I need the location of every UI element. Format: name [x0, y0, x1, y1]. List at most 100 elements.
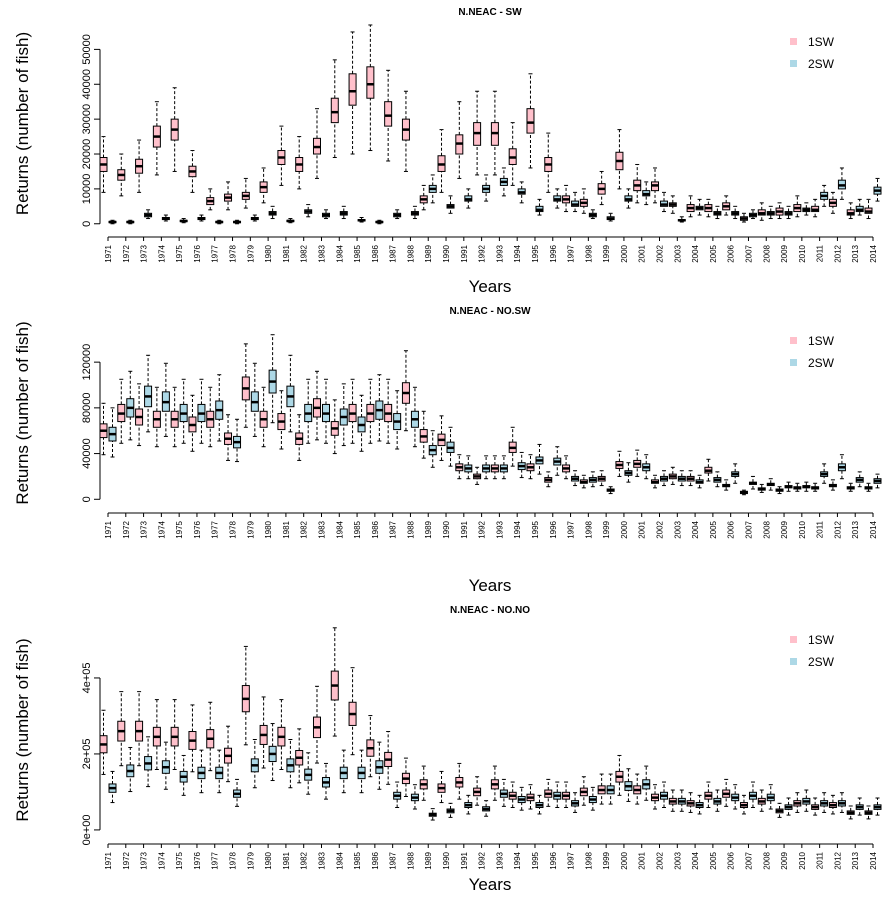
x-tick-label: 1992 — [478, 244, 487, 262]
x-tick-label: 2002 — [656, 520, 665, 538]
x-tick-label: 1979 — [246, 520, 255, 538]
x-tick-label: 2009 — [780, 851, 789, 869]
legend-label: 1SW — [808, 633, 835, 647]
chart-title: N.NEAC - NO.NO — [450, 605, 530, 616]
legend-label: 1SW — [808, 35, 835, 49]
x-tick-label: 1990 — [442, 851, 451, 869]
x-tick-label: 2003 — [673, 244, 682, 262]
x-tick-label: 2001 — [638, 851, 647, 869]
x-tick-label: 2006 — [727, 851, 736, 869]
legend-swatch — [790, 658, 797, 665]
x-tick-label: 1987 — [389, 520, 398, 538]
x-tick-label: 1998 — [584, 244, 593, 262]
x-tick-label: 1991 — [460, 520, 469, 538]
x-tick-label: 1980 — [264, 244, 273, 262]
legend-label: 2SW — [808, 356, 835, 370]
x-tick-label: 1993 — [495, 520, 504, 538]
x-tick-label: 1996 — [549, 244, 558, 262]
x-tick-label: 1972 — [122, 851, 131, 869]
x-tick-label: 2003 — [673, 520, 682, 538]
x-tick-label: 1978 — [229, 851, 238, 869]
x-tick-label: 1985 — [353, 520, 362, 538]
x-tick-label: 1991 — [460, 851, 469, 869]
x-tick-label: 1974 — [157, 851, 166, 869]
y-tick-label: 0e+00 — [81, 814, 93, 845]
x-tick-label: 1982 — [300, 244, 309, 262]
x-tick-label: 1981 — [282, 520, 291, 538]
x-tick-label: 2014 — [869, 244, 878, 262]
x-tick-label: 1971 — [104, 244, 113, 262]
panel: N.NEAC - NO.SW Returns (number of fish) Ye… — [13, 306, 882, 595]
x-tick-label: 2001 — [638, 244, 647, 262]
x-tick-label: 1975 — [175, 851, 184, 869]
x-tick-label: 2009 — [780, 244, 789, 262]
x-tick-label: 1997 — [567, 851, 576, 869]
x-tick-label: 1973 — [140, 520, 149, 538]
x-tick-label: 1975 — [175, 244, 184, 262]
x-tick-label: 2002 — [656, 244, 665, 262]
y-axis-label: Returns (number of fish) — [13, 321, 32, 504]
x-tick-label: 1980 — [264, 520, 273, 538]
x-tick-label: 1996 — [549, 851, 558, 869]
x-tick-label: 1984 — [335, 851, 344, 869]
x-tick-label: 1982 — [300, 520, 309, 538]
x-tick-label: 1988 — [406, 520, 415, 538]
x-tick-label: 1987 — [389, 244, 398, 262]
x-tick-label: 2008 — [762, 244, 771, 262]
x-tick-label: 2007 — [744, 851, 753, 869]
x-tick-label: 1983 — [317, 244, 326, 262]
x-tick-label: 1972 — [122, 520, 131, 538]
x-tick-label: 1977 — [211, 851, 220, 869]
x-tick-label: 1983 — [317, 520, 326, 538]
x-tick-label: 1979 — [246, 851, 255, 869]
legend-label: 2SW — [808, 57, 835, 71]
x-tick-label: 2005 — [709, 244, 718, 262]
x-axis-label: Years — [469, 875, 512, 894]
x-tick-label: 1989 — [424, 244, 433, 262]
x-tick-label: 2014 — [869, 520, 878, 538]
x-tick-label: 1980 — [264, 851, 273, 869]
legend-label: 1SW — [808, 334, 835, 348]
x-tick-label: 1999 — [602, 851, 611, 869]
x-tick-label: 1974 — [157, 520, 166, 538]
x-tick-label: 2007 — [744, 520, 753, 538]
x-tick-label: 1984 — [335, 244, 344, 262]
x-tick-label: 1984 — [335, 520, 344, 538]
x-tick-label: 1974 — [157, 244, 166, 262]
x-tick-label: 1995 — [531, 520, 540, 538]
x-tick-label: 2006 — [727, 244, 736, 262]
x-tick-label: 1981 — [282, 851, 291, 869]
x-tick-label: 1992 — [478, 520, 487, 538]
x-tick-label: 1972 — [122, 244, 131, 262]
x-tick-label: 1998 — [584, 851, 593, 869]
x-tick-label: 1994 — [513, 244, 522, 262]
x-tick-label: 2010 — [798, 520, 807, 538]
x-tick-label: 2005 — [709, 520, 718, 538]
x-tick-label: 2014 — [869, 851, 878, 869]
x-tick-label: 2012 — [833, 244, 842, 262]
x-tick-label: 2000 — [620, 520, 629, 538]
x-tick-label: 1998 — [584, 520, 593, 538]
panel: N.NEAC - SW Returns (number of fish) Years… — [13, 7, 882, 296]
x-tick-label: 1979 — [246, 244, 255, 262]
x-tick-label: 2010 — [798, 244, 807, 262]
x-tick-label: 2013 — [851, 244, 860, 262]
x-tick-label: 2004 — [691, 520, 700, 538]
x-tick-label: 1989 — [424, 851, 433, 869]
y-tick-label: 30000 — [81, 104, 93, 135]
x-tick-label: 1971 — [104, 520, 113, 538]
x-tick-label: 1996 — [549, 520, 558, 538]
legend-swatch — [790, 38, 797, 45]
x-tick-label: 2006 — [727, 520, 736, 538]
x-tick-label: 1994 — [513, 851, 522, 869]
x-tick-label: 2002 — [656, 851, 665, 869]
x-tick-label: 1988 — [406, 244, 415, 262]
y-tick-label: 4e+05 — [81, 662, 93, 693]
x-tick-label: 2000 — [620, 851, 629, 869]
x-tick-label: 2013 — [851, 520, 860, 538]
x-tick-label: 1977 — [211, 244, 220, 262]
x-tick-label: 1990 — [442, 520, 451, 538]
x-tick-label: 1976 — [193, 244, 202, 262]
chart-title: N.NEAC - SW — [458, 7, 522, 18]
